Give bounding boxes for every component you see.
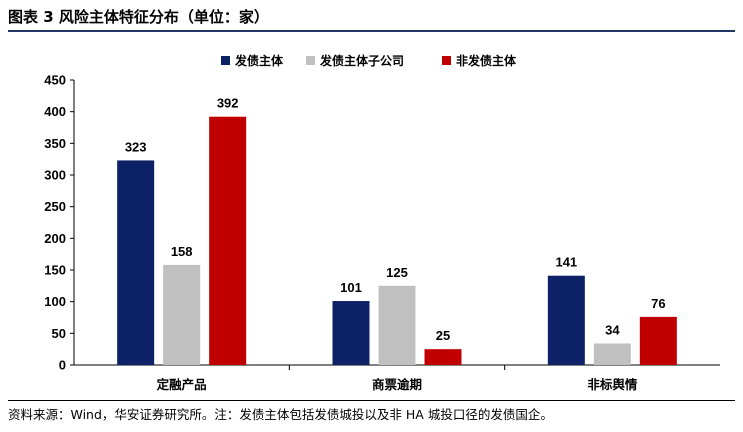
bar	[547, 275, 585, 365]
source-note: 资料来源：Wind，华安证券研究所。注：发债主体包括发债城投以及非 HA 城投口…	[8, 407, 553, 422]
category-label: 非标舆情	[587, 377, 638, 392]
legend-label: 发债主体	[234, 53, 284, 68]
legend-swatch	[306, 56, 315, 65]
y-tick-label: 150	[44, 263, 66, 278]
bar	[378, 285, 416, 365]
bar	[209, 116, 247, 365]
y-tick-label: 400	[44, 104, 66, 119]
data-label: 125	[386, 265, 408, 280]
y-tick-label: 0	[59, 358, 66, 373]
data-label: 101	[340, 280, 362, 295]
data-label: 25	[436, 328, 450, 343]
y-tick-label: 450	[44, 73, 66, 88]
bar	[639, 316, 677, 365]
legend-swatch	[221, 56, 230, 65]
title-divider	[8, 30, 735, 32]
data-label: 158	[171, 244, 193, 259]
y-tick-label: 50	[52, 326, 66, 341]
category-label: 商票逾期	[372, 377, 422, 392]
bar	[163, 264, 201, 365]
legend-label: 非发债主体	[456, 53, 517, 68]
data-label: 323	[125, 139, 147, 154]
data-label: 34	[605, 322, 620, 337]
y-tick-label: 350	[44, 136, 66, 151]
bar	[593, 343, 631, 365]
category-label: 定融产品	[156, 377, 207, 392]
bar-chart: 0 50 100 150 200 250 300 350 400 450 323 158 392 定融产品…	[44, 53, 720, 392]
footer-divider	[8, 400, 735, 401]
y-tick-label: 200	[44, 231, 66, 246]
chart-title: 图表 3 风险主体特征分布（单位：家）	[8, 8, 269, 26]
y-tick-label: 250	[44, 199, 66, 214]
y-tick-label: 100	[44, 294, 66, 309]
bar	[424, 349, 462, 365]
y-tick-label: 300	[44, 168, 66, 183]
data-label: 76	[651, 296, 665, 311]
legend-swatch	[442, 56, 451, 65]
legend-label: 发债主体子公司	[319, 53, 404, 68]
data-label: 392	[217, 96, 239, 111]
bar	[332, 301, 370, 365]
bar	[117, 160, 155, 365]
data-label: 141	[555, 255, 577, 270]
